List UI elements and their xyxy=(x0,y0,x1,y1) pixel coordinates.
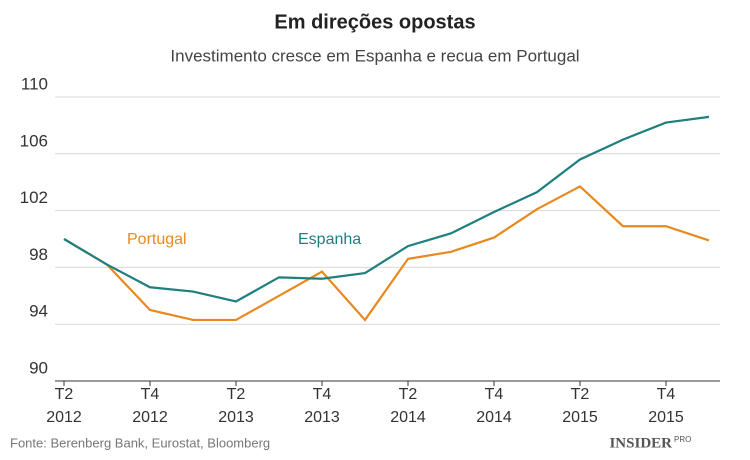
logo: INSIDER xyxy=(609,435,672,451)
chart-title: Em direções opostas xyxy=(274,11,475,33)
x-tick-label: T4 2014 xyxy=(476,386,512,426)
y-tick-label: 102 xyxy=(20,188,48,207)
y-tick-label: 98 xyxy=(29,245,48,264)
x-tick-label: T4 2012 xyxy=(132,386,168,426)
series-label: Portugal xyxy=(127,231,187,248)
y-tick-label: 90 xyxy=(29,358,48,377)
x-tick-label: T2 2012 xyxy=(46,386,82,426)
x-tick-label: T2 2013 xyxy=(218,386,254,426)
series-line xyxy=(63,185,710,322)
series-label: Espanha xyxy=(298,231,361,248)
series-line xyxy=(63,115,710,303)
x-tick-label: T2 2015 xyxy=(562,386,598,426)
x-tick-label: T4 2015 xyxy=(648,386,684,426)
y-tick-label: 106 xyxy=(20,131,48,150)
source: Fonte: Berenberg Bank, Eurostat, Bloombe… xyxy=(10,435,270,450)
y-tick-label: 110 xyxy=(21,74,48,93)
y-tick-label: 94 xyxy=(29,302,48,321)
x-tick-label: T4 2013 xyxy=(304,386,340,426)
logo-sub: PRO xyxy=(674,435,691,444)
chart-subtitle: Investimento cresce em Espanha e recua e… xyxy=(170,46,579,65)
x-tick-label: T2 2014 xyxy=(390,386,426,426)
